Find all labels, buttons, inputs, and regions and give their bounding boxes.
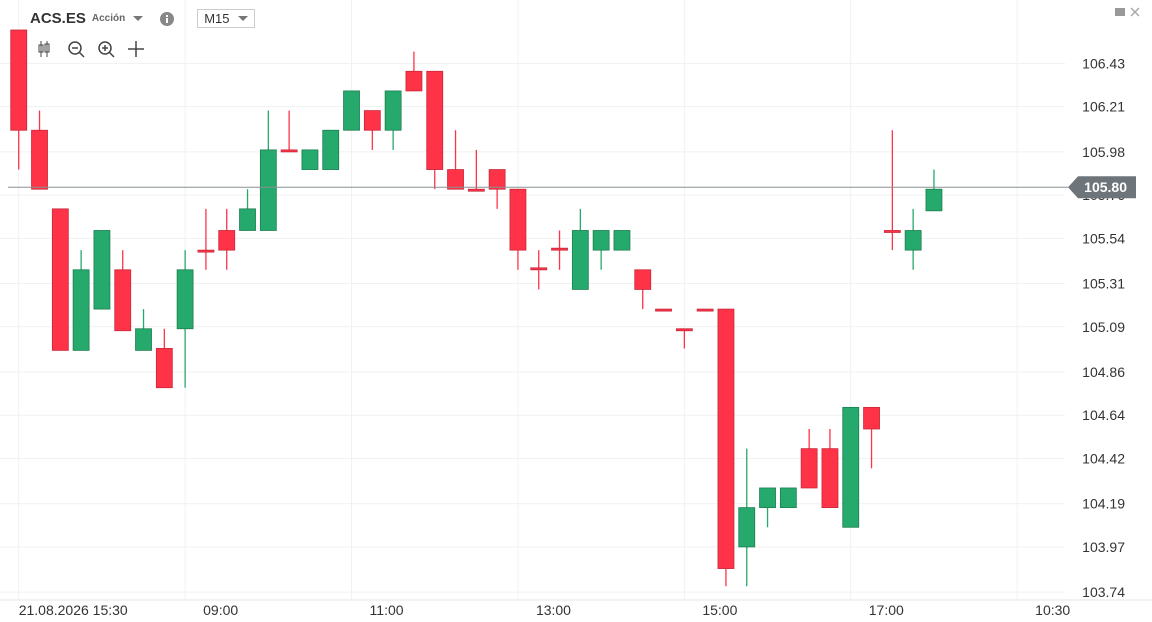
candle-body [571,230,589,290]
candle-body [592,230,610,251]
candle-body [135,328,152,351]
window-controls [1115,7,1140,17]
candle-body [301,149,319,170]
candle-body [447,169,464,190]
zoom-out[interactable] [68,41,85,58]
candle-body [488,169,506,190]
candle-body [114,269,132,332]
x-tick-label: 13:00 [536,602,571,618]
header: ACS.ES Acción M15 [30,9,255,28]
instrument-type: Acción [91,13,126,24]
x-tick-label: 21.08.2026 15:30 [19,602,128,618]
candle-body [239,208,256,231]
candle-body [322,129,340,170]
symbol[interactable]: ACS.ES [30,10,86,27]
candle-body [343,90,360,131]
toolbar [38,41,144,58]
candle-body [738,507,756,548]
candle-body [613,230,631,251]
candle-body [883,230,901,233]
y-tick-label: 105.98 [1082,144,1125,160]
y-tick-label: 105.09 [1082,319,1125,335]
y-tick-label: 104.64 [1082,407,1125,423]
candle-body [904,230,922,251]
symbol-dropdown[interactable] [131,14,145,24]
candle-body [197,249,215,253]
current-price-label: 105.80 [1084,179,1127,195]
y-tick-label: 104.19 [1082,496,1125,512]
candle-body [821,448,839,509]
y-tick-label: 104.42 [1082,450,1125,466]
y-tick-label: 106.43 [1082,55,1125,71]
minimize-button[interactable] [1115,8,1125,16]
timeframe-select[interactable]: M15 [197,9,255,28]
candle-body [31,129,48,190]
y-tick-label: 103.74 [1082,584,1125,600]
candle-body [426,70,444,170]
candle-body [93,230,111,310]
y-tick-label: 103.97 [1082,539,1125,555]
candle-body [634,269,652,290]
candle-body [467,188,485,192]
x-tick-label: 15:00 [702,602,737,618]
candle-body [384,90,402,131]
x-tick-label: 17:00 [869,602,904,618]
candle-body [280,149,298,153]
pan-tool[interactable] [128,41,144,57]
candle-body [655,308,672,312]
candle-body [696,308,714,312]
candle-body [863,406,880,430]
candle-body [10,29,28,131]
candle-body [176,269,194,330]
candle-body [405,70,423,92]
candle-body [72,269,90,351]
candle-body [530,267,548,271]
timeframe: M15 [204,11,230,26]
x-tick-label: 09:00 [203,602,238,618]
candle-body [675,328,693,332]
candle-body [509,188,527,251]
candle-body [51,208,69,351]
candle-body [218,230,236,251]
candle-body [259,149,277,231]
close-button[interactable] [1130,7,1140,17]
y-tick-label: 105.31 [1082,276,1125,292]
zoom-in[interactable] [98,41,115,58]
x-tick-label: 11:00 [370,602,404,618]
candle-body [717,308,735,569]
candle-body [925,188,943,212]
y-tick-label: 104.86 [1082,364,1125,380]
candle-body [842,406,860,528]
info-icon[interactable] [159,11,175,27]
y-tick-label: 105.54 [1082,230,1125,246]
current-price-marker [1068,176,1136,199]
y-tick-label: 106.21 [1082,99,1125,115]
candles-tool[interactable] [38,41,50,57]
candle-body [551,247,568,251]
candle-body [779,487,797,509]
dropdown-arrow [237,15,248,21]
candle-body [363,110,381,131]
candle-body [155,348,173,389]
candle-body [800,448,818,489]
x-tick-label: 10:30 [1035,602,1070,618]
candle-body [759,487,776,509]
